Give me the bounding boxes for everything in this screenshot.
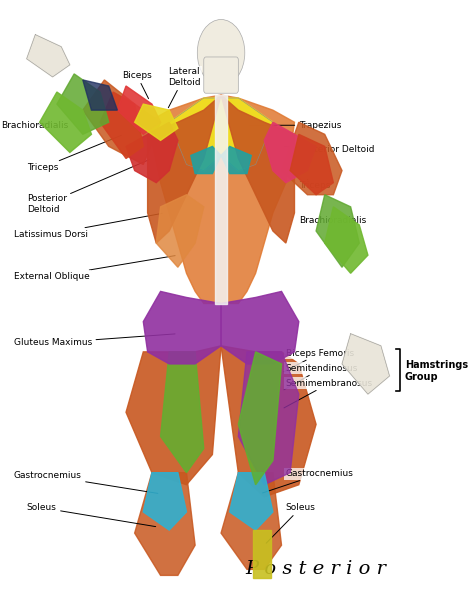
Text: Trapezius: Trapezius bbox=[250, 121, 341, 130]
Text: Brachioradialis: Brachioradialis bbox=[299, 215, 366, 225]
Polygon shape bbox=[147, 95, 221, 243]
Text: Lateral
Deltoid: Lateral Deltoid bbox=[168, 67, 201, 107]
Polygon shape bbox=[83, 80, 118, 110]
Polygon shape bbox=[126, 346, 221, 485]
Text: Biceps Femoris: Biceps Femoris bbox=[284, 348, 354, 371]
Polygon shape bbox=[126, 122, 178, 183]
Text: P o s t e r i o r: P o s t e r i o r bbox=[246, 560, 387, 578]
Text: Semitendinosus: Semitendinosus bbox=[284, 364, 358, 390]
Polygon shape bbox=[221, 346, 316, 497]
Text: Triceps: Triceps bbox=[27, 135, 121, 172]
Text: Hamstrings
Group: Hamstrings Group bbox=[405, 361, 468, 382]
Polygon shape bbox=[169, 98, 273, 171]
Polygon shape bbox=[221, 95, 294, 243]
Polygon shape bbox=[40, 92, 91, 152]
Polygon shape bbox=[143, 291, 221, 364]
Polygon shape bbox=[325, 207, 368, 273]
Polygon shape bbox=[147, 95, 294, 304]
Text: Soleus: Soleus bbox=[27, 503, 155, 527]
Polygon shape bbox=[282, 122, 342, 195]
Polygon shape bbox=[221, 473, 282, 569]
Polygon shape bbox=[238, 352, 299, 485]
Polygon shape bbox=[264, 122, 316, 183]
Polygon shape bbox=[135, 104, 178, 140]
Text: Gluteus Maximus: Gluteus Maximus bbox=[14, 334, 175, 347]
Text: Gastrocnemius: Gastrocnemius bbox=[263, 469, 354, 493]
Text: Posterior
Deltoid: Posterior Deltoid bbox=[27, 160, 149, 214]
Polygon shape bbox=[216, 95, 227, 304]
Polygon shape bbox=[230, 473, 273, 530]
FancyBboxPatch shape bbox=[204, 57, 238, 93]
Polygon shape bbox=[27, 35, 70, 77]
Text: Soleus: Soleus bbox=[266, 503, 316, 543]
Polygon shape bbox=[161, 352, 204, 473]
Text: Latissimus Dorsi: Latissimus Dorsi bbox=[14, 214, 162, 239]
Text: Brachioradialis: Brachioradialis bbox=[1, 121, 68, 130]
Polygon shape bbox=[254, 530, 271, 578]
Polygon shape bbox=[143, 473, 186, 530]
Polygon shape bbox=[118, 86, 161, 134]
Text: External Oblique: External Oblique bbox=[14, 256, 175, 281]
Text: Posterior Deltoid: Posterior Deltoid bbox=[284, 145, 374, 154]
Polygon shape bbox=[342, 334, 390, 394]
Polygon shape bbox=[135, 473, 195, 575]
Polygon shape bbox=[221, 146, 251, 174]
Polygon shape bbox=[191, 146, 221, 174]
Polygon shape bbox=[221, 291, 299, 364]
Polygon shape bbox=[156, 195, 204, 267]
Polygon shape bbox=[316, 195, 359, 267]
Text: Gastrocnemius: Gastrocnemius bbox=[14, 471, 158, 493]
Polygon shape bbox=[83, 80, 161, 164]
Polygon shape bbox=[238, 352, 282, 485]
Text: Semimembranosus: Semimembranosus bbox=[284, 379, 373, 408]
Polygon shape bbox=[290, 134, 333, 195]
Polygon shape bbox=[57, 74, 109, 134]
Text: Triceps: Triceps bbox=[299, 180, 330, 190]
Circle shape bbox=[197, 19, 245, 86]
Text: Biceps: Biceps bbox=[122, 70, 152, 98]
Polygon shape bbox=[100, 92, 143, 158]
